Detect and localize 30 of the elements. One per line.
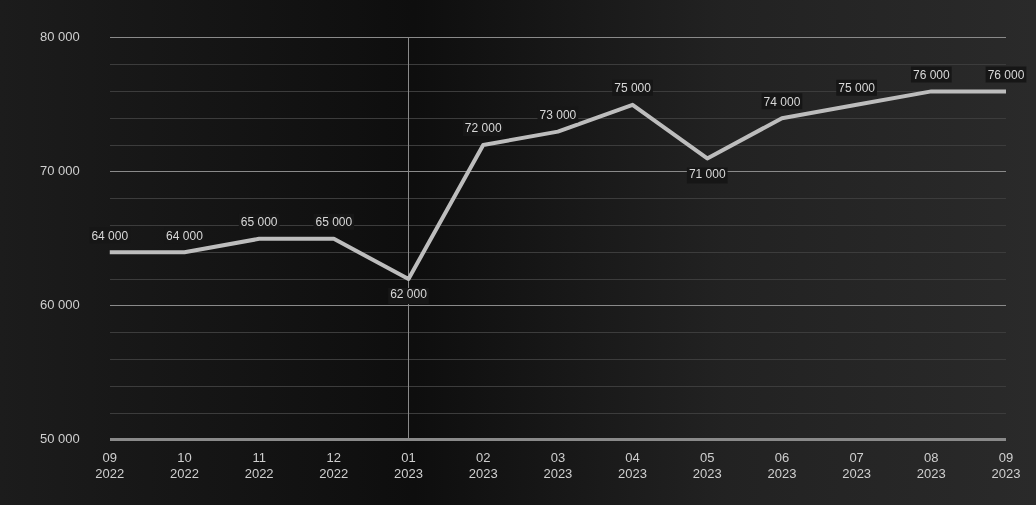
x-tick-label: 02 2023 (468, 450, 498, 481)
data-label: 65 000 (240, 215, 278, 230)
data-label: 72 000 (464, 121, 502, 136)
y-tick-label: 50 000 (40, 431, 80, 447)
y-tick-label: 80 000 (40, 29, 80, 45)
data-label: 64 000 (166, 228, 204, 243)
x-tick-label: 11 2022 (244, 450, 274, 481)
data-label: 71 000 (688, 166, 726, 181)
x-tick-label: 09 2023 (991, 450, 1021, 481)
data-label: 75 000 (614, 81, 652, 96)
x-tick-label: 06 2023 (767, 450, 797, 481)
data-label: 65 000 (315, 215, 353, 230)
data-label: 76 000 (987, 67, 1025, 82)
x-tick-label: 09 2022 (95, 450, 125, 481)
data-label: 74 000 (763, 94, 801, 109)
y-tick-label: 60 000 (40, 297, 80, 313)
x-tick-label: 04 2023 (618, 450, 648, 481)
x-tick-label: 12 2022 (319, 450, 349, 481)
data-label: 62 000 (390, 287, 428, 302)
x-tick-label: 01 2023 (394, 450, 423, 481)
data-label: 64 000 (91, 228, 129, 243)
y-tick-label: 70 000 (40, 163, 80, 179)
x-tick-label: 08 2023 (916, 450, 946, 481)
x-tick-label: 07 2023 (842, 450, 872, 481)
x-tick-label: 05 2023 (692, 450, 722, 481)
data-label: 75 000 (838, 81, 876, 96)
x-tick-label: 10 2022 (169, 450, 199, 481)
x-tick-label: 03 2023 (543, 450, 573, 481)
data-label: 73 000 (539, 107, 577, 122)
data-label: 76 000 (912, 67, 950, 82)
